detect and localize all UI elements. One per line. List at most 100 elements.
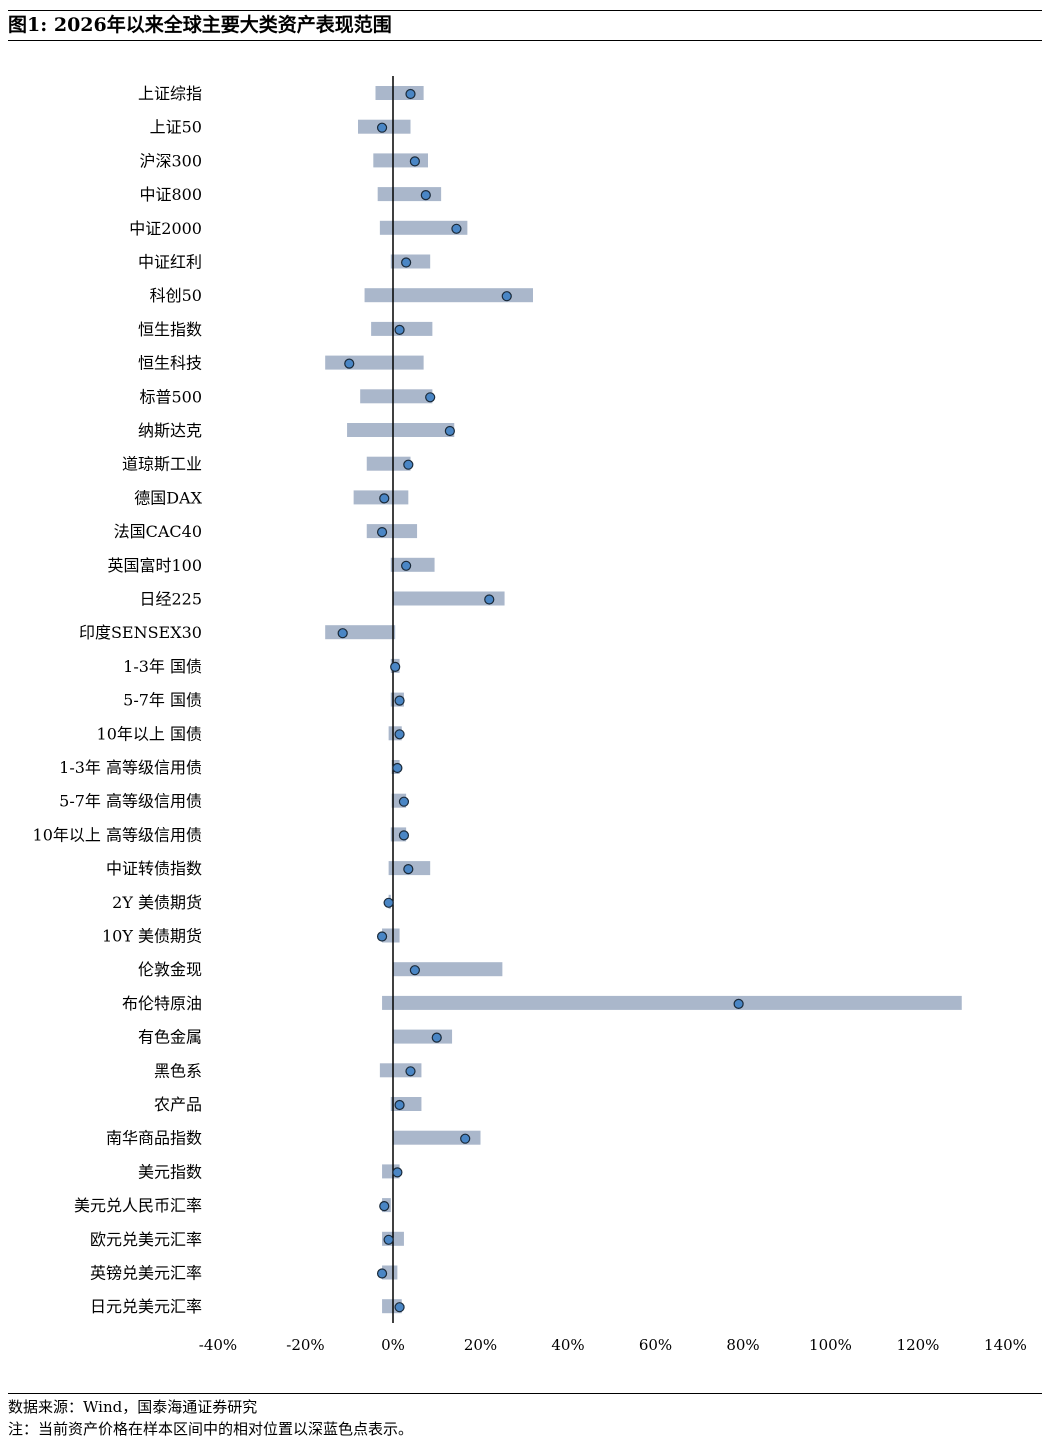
current-position-dot — [383, 897, 394, 908]
current-position-dot — [376, 1268, 388, 1279]
current-position-dot — [383, 1234, 394, 1245]
category-label: 10Y 美债期货 — [102, 927, 202, 946]
range-bar — [390, 557, 435, 572]
range-bar — [366, 524, 418, 539]
current-position-dot — [376, 122, 388, 133]
category-label: 英国富时100 — [107, 556, 202, 575]
range-bar — [393, 962, 503, 977]
category-label: 沪深300 — [139, 151, 202, 170]
category-label: 科创50 — [150, 286, 202, 305]
range-bar — [325, 355, 424, 370]
current-position-dot — [501, 291, 512, 302]
range-bar — [366, 456, 411, 471]
category-label: 伦敦金现 — [138, 960, 202, 979]
current-position-dot — [394, 729, 405, 740]
range-bar — [379, 220, 468, 235]
title-rule — [8, 40, 1042, 41]
x-tick-label: 20% — [464, 1336, 497, 1354]
category-label: 英镑兑美元汇率 — [90, 1264, 202, 1283]
category-label: 美元指数 — [138, 1162, 202, 1181]
category-label: 恒生科技 — [138, 354, 202, 373]
current-position-dot — [379, 1200, 390, 1212]
category-label: 1-3年 高等级信用债 — [59, 758, 202, 777]
x-tick-label: -20% — [286, 1336, 324, 1354]
current-position-dot — [392, 762, 403, 774]
current-position-dot — [401, 257, 412, 268]
category-label: 有色金属 — [138, 1028, 202, 1047]
range-bar — [325, 625, 396, 640]
current-position-dot — [376, 931, 388, 942]
x-tick-label: 100% — [809, 1336, 852, 1354]
category-label: 5-7年 国债 — [123, 691, 202, 710]
current-position-dot — [337, 628, 348, 639]
current-position-dot — [451, 223, 462, 234]
current-position-dot — [403, 863, 414, 875]
current-position-dot — [394, 324, 405, 335]
category-label: 印度SENSEX30 — [79, 623, 202, 642]
current-position-dot — [398, 796, 410, 807]
range-bar — [382, 995, 962, 1010]
current-position-dot — [398, 830, 410, 841]
current-position-dot — [405, 88, 416, 100]
data-source: 数据来源：Wind，国泰海通证券研究 — [8, 1398, 258, 1416]
category-label: 道琼斯工业 — [122, 455, 202, 474]
x-tick-label: 40% — [551, 1336, 584, 1354]
range-bar — [393, 1130, 481, 1145]
footer-rule — [8, 1393, 1042, 1394]
current-position-dot — [390, 661, 401, 673]
category-label: 标普500 — [139, 387, 202, 406]
current-position-dot — [733, 998, 744, 1010]
category-label: 黑色系 — [154, 1061, 202, 1080]
category-label: 中证800 — [139, 185, 202, 204]
current-position-dot — [409, 965, 420, 976]
category-label: 10年以上 国债 — [97, 724, 202, 743]
chart-note: 注：当前资产价格在样本区间中的相对位置以深蓝色点表示。 — [8, 1420, 414, 1438]
x-tick-label: 0% — [381, 1336, 405, 1354]
category-label: 中证红利 — [138, 253, 202, 272]
top-rule — [8, 10, 1042, 11]
current-position-dot — [394, 695, 405, 706]
category-label: 法国CAC40 — [114, 522, 202, 541]
range-bar — [393, 1029, 453, 1044]
current-position-dot — [392, 1167, 403, 1178]
current-position-dot — [460, 1133, 471, 1144]
current-position-dot — [409, 156, 420, 167]
x-tick-label: 140% — [984, 1336, 1027, 1354]
range-bar — [375, 86, 424, 100]
figure-title: 图1: 2026年以来全球主要大类资产表现范围 — [8, 14, 392, 36]
category-label: 欧元兑美元汇率 — [90, 1230, 202, 1249]
current-position-dot — [420, 190, 431, 201]
range-bar — [360, 389, 433, 404]
category-label: 农产品 — [154, 1095, 202, 1114]
current-position-dot — [401, 560, 412, 571]
category-label: 1-3年 国债 — [123, 657, 202, 676]
category-label: 恒生指数 — [138, 320, 202, 339]
range-bar — [364, 288, 533, 303]
category-label: 德国DAX — [134, 488, 202, 507]
category-label: 美元兑人民币汇率 — [74, 1196, 202, 1215]
current-position-dot — [405, 1066, 416, 1077]
current-position-dot — [431, 1032, 442, 1043]
current-position-dot — [379, 493, 390, 504]
category-label: 布伦特原油 — [122, 994, 202, 1013]
category-label: 南华商品指数 — [106, 1129, 202, 1148]
x-tick-label: 80% — [726, 1336, 759, 1354]
current-position-dot — [425, 392, 436, 403]
category-label: 中证2000 — [129, 219, 202, 238]
category-label: 5-7年 高等级信用债 — [59, 792, 202, 811]
range-bar — [393, 591, 505, 606]
category-label: 纳斯达克 — [138, 421, 202, 440]
current-position-dot — [394, 1302, 405, 1313]
x-tick-label: 120% — [897, 1336, 940, 1354]
category-label: 日元兑美元汇率 — [90, 1297, 202, 1316]
category-label: 上证50 — [150, 118, 202, 137]
category-label: 日经225 — [139, 590, 202, 609]
current-position-dot — [484, 594, 495, 605]
category-label: 2Y 美债期货 — [112, 893, 202, 912]
x-tick-label: 60% — [639, 1336, 672, 1354]
current-position-dot — [444, 425, 455, 437]
range-bar — [347, 423, 455, 437]
current-position-dot — [403, 459, 414, 470]
current-position-dot — [376, 526, 388, 538]
